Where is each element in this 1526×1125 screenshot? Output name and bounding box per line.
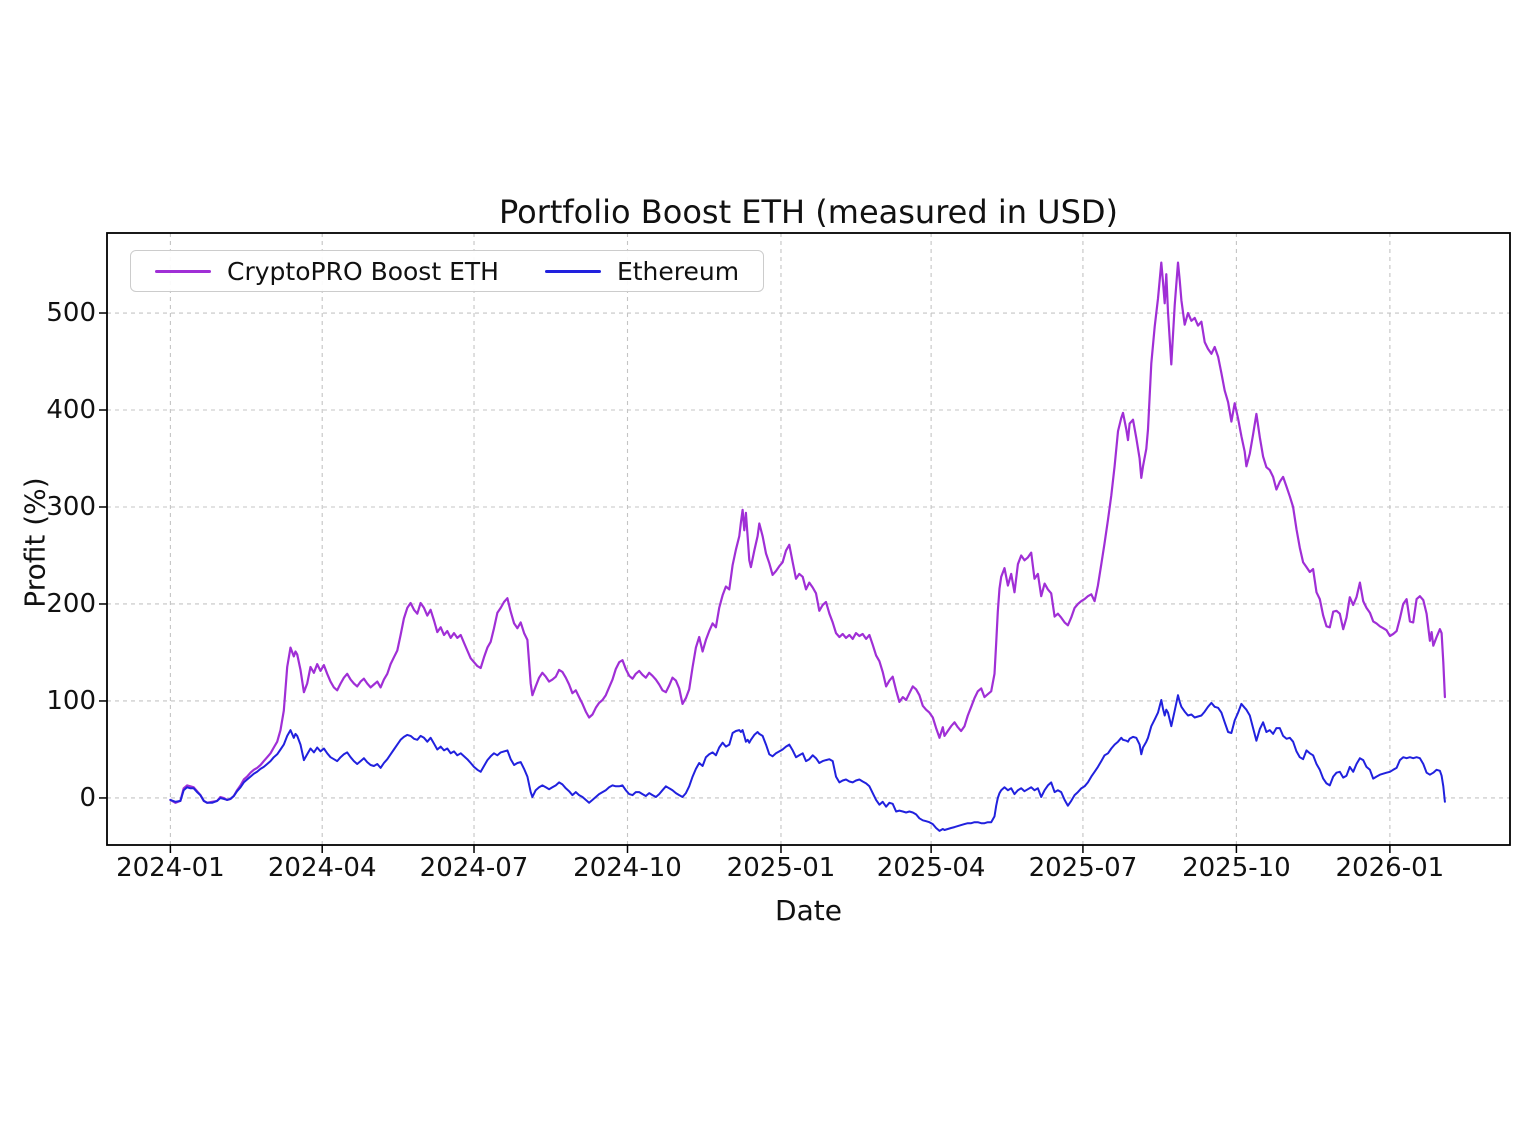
y-tick-label: 500 xyxy=(46,298,96,329)
x-tick-label: 2024-01 xyxy=(116,853,225,883)
x-tick-label: 2024-10 xyxy=(573,853,682,883)
series-line-ethereum xyxy=(169,694,1446,832)
boost-line-sample-icon xyxy=(155,269,211,273)
series-line-boost xyxy=(169,261,1447,804)
x-tick-label: 2025-07 xyxy=(1028,853,1138,883)
legend: CryptoPRO Boost ETH Ethereum xyxy=(130,250,765,292)
y-tick-label: 0 xyxy=(79,782,96,813)
x-tick-label: 2024-07 xyxy=(419,853,529,883)
x-tick-label: 2025-01 xyxy=(726,853,836,883)
y-tick-label: 300 xyxy=(46,491,96,522)
chart-title: Portfolio Boost ETH (measured in USD) xyxy=(498,193,1119,231)
legend-label-ethereum: Ethereum xyxy=(616,256,740,286)
legend-item-ethereum: Ethereum xyxy=(544,256,740,286)
ethereum-line-sample-icon xyxy=(544,269,601,273)
y-tick-label: 400 xyxy=(46,395,96,425)
legend-label-boost: CryptoPRO Boost ETH xyxy=(227,256,499,286)
x-tick-label: 2025-04 xyxy=(876,853,986,883)
x-axis-label: Date xyxy=(775,894,842,927)
y-tick-label: 100 xyxy=(46,685,96,716)
legend-item-boost: CryptoPRO Boost ETH xyxy=(155,257,499,286)
y-tick-label: 200 xyxy=(46,588,96,619)
x-tick-label: 2025-10 xyxy=(1182,853,1291,883)
x-tick-label: 2024-04 xyxy=(267,853,377,883)
x-tick-label: 2026-01 xyxy=(1335,853,1445,883)
plot-border xyxy=(106,232,1511,846)
